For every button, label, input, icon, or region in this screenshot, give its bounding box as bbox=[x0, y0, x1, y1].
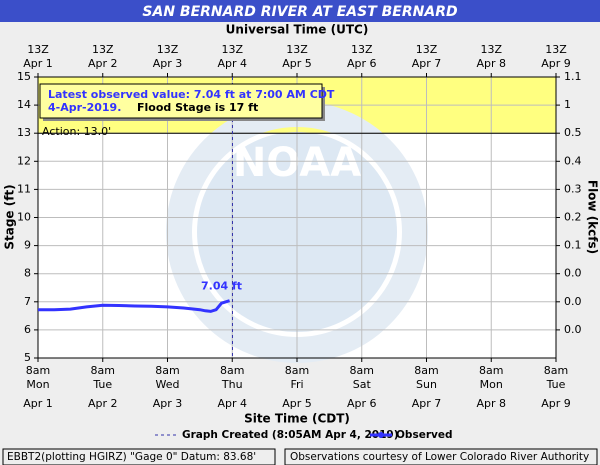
x-tick-weekday: Mon bbox=[480, 378, 503, 391]
x-tick-weekday: Thu bbox=[221, 378, 243, 391]
y2-axis-label: Flow (kcfs) bbox=[586, 180, 600, 254]
top-tick-date: Apr 3 bbox=[153, 57, 183, 70]
info-line2a: 4-Apr-2019. bbox=[48, 101, 121, 114]
x-tick-label: 8am bbox=[26, 364, 50, 377]
legend-created: Graph Created (8:05AM Apr 4, 2019) bbox=[182, 429, 399, 441]
x-tick-weekday: Fri bbox=[290, 378, 303, 391]
y-tick-label: 15 bbox=[17, 70, 31, 83]
top-tick-date: Apr 1 bbox=[23, 57, 53, 70]
top-tick-label: 13Z bbox=[416, 43, 438, 56]
top-tick-label: 13Z bbox=[545, 43, 567, 56]
title-bar bbox=[0, 0, 600, 22]
x-tick-date: Apr 2 bbox=[88, 397, 118, 410]
y2-tick-label: 0.1 bbox=[564, 239, 582, 252]
legend-label: Observed bbox=[396, 429, 452, 441]
info-line1: Latest observed value: 7.04 ft at 7:00 A… bbox=[48, 88, 335, 101]
x-tick-date: Apr 3 bbox=[153, 397, 183, 410]
y2-tick-label: 0.0 bbox=[564, 295, 582, 308]
top-tick-date: Apr 5 bbox=[282, 57, 312, 70]
x-tick-date: Apr 7 bbox=[412, 397, 442, 410]
y2-tick-label: 0.5 bbox=[564, 126, 582, 139]
x-tick-weekday: Sat bbox=[353, 378, 372, 391]
series-line bbox=[38, 299, 231, 313]
x-tick-label: 8am bbox=[544, 364, 568, 377]
x-tick-date: Apr 8 bbox=[476, 397, 506, 410]
y-tick-label: 13 bbox=[17, 126, 31, 139]
y-tick-label: 5 bbox=[24, 351, 31, 364]
footer-right: Observations courtesy of Lower Colorado … bbox=[290, 451, 589, 463]
x-tick-label: 8am bbox=[91, 364, 115, 377]
y-tick-label: 6 bbox=[24, 323, 31, 336]
chart-title: SAN BERNARD RIVER AT EAST BERNARD bbox=[142, 4, 457, 20]
x-tick-weekday: Wed bbox=[156, 378, 180, 391]
last-value-label: 7.04 ft bbox=[201, 280, 242, 293]
legend-swatch-dot bbox=[378, 432, 384, 438]
top-tick-date: Apr 7 bbox=[412, 57, 442, 70]
top-tick-label: 13Z bbox=[92, 43, 114, 56]
top-tick-date: Apr 6 bbox=[347, 57, 377, 70]
y-axis-label: Stage (ft) bbox=[3, 184, 17, 249]
x-tick-label: 8am bbox=[479, 364, 503, 377]
x-tick-label: 8am bbox=[414, 364, 438, 377]
x-tick-weekday: Sun bbox=[416, 378, 437, 391]
y-tick-label: 12 bbox=[17, 154, 31, 167]
y-tick-label: 9 bbox=[24, 239, 31, 252]
x-tick-weekday: Mon bbox=[26, 378, 49, 391]
y2-tick-label: 1.1 bbox=[564, 70, 582, 83]
top-tick-date: Apr 4 bbox=[217, 57, 247, 70]
x-tick-label: 8am bbox=[155, 364, 179, 377]
top-axis-label: Universal Time (UTC) bbox=[226, 23, 369, 37]
info-box bbox=[39, 83, 323, 119]
x-tick-label: 8am bbox=[220, 364, 244, 377]
top-tick-label: 13Z bbox=[480, 43, 502, 56]
y2-tick-label: 0.4 bbox=[564, 154, 582, 167]
top-tick-date: Apr 9 bbox=[541, 57, 571, 70]
x-tick-date: Apr 9 bbox=[541, 397, 571, 410]
x-tick-label: 8am bbox=[350, 364, 374, 377]
info-line2b: Flood Stage is 17 ft bbox=[137, 101, 258, 114]
y-tick-label: 11 bbox=[17, 182, 31, 195]
top-tick-date: Apr 2 bbox=[88, 57, 118, 70]
x-axis-label: Site Time (CDT) bbox=[244, 412, 350, 426]
y2-tick-label: 0.2 bbox=[564, 211, 582, 224]
y-tick-label: 10 bbox=[17, 211, 31, 224]
y2-tick-label: 0.3 bbox=[564, 182, 582, 195]
top-tick-label: 13Z bbox=[286, 43, 308, 56]
footer-right-box bbox=[284, 448, 598, 465]
x-tick-date: Apr 5 bbox=[282, 397, 312, 410]
y-tick-label: 7 bbox=[24, 295, 31, 308]
top-tick-date: Apr 8 bbox=[476, 57, 506, 70]
top-tick-label: 13Z bbox=[27, 43, 49, 56]
y-tick-label: 8 bbox=[24, 267, 31, 280]
x-tick-date: Apr 1 bbox=[23, 397, 53, 410]
y-tick-label: 14 bbox=[17, 98, 31, 111]
y2-tick-label: 1 bbox=[564, 98, 571, 111]
x-tick-weekday: Tue bbox=[546, 378, 566, 391]
x-tick-weekday: Tue bbox=[92, 378, 112, 391]
x-tick-date: Apr 4 bbox=[217, 397, 247, 410]
footer-left-box bbox=[2, 448, 276, 465]
top-tick-label: 13Z bbox=[221, 43, 243, 56]
x-tick-date: Apr 6 bbox=[347, 397, 377, 410]
x-tick-label: 8am bbox=[285, 364, 309, 377]
top-tick-label: 13Z bbox=[351, 43, 373, 56]
y2-tick-label: 0.0 bbox=[564, 267, 582, 280]
top-tick-label: 13Z bbox=[157, 43, 179, 56]
y2-tick-label: 0.0 bbox=[564, 323, 582, 336]
action-label: Action: 13.0' bbox=[42, 125, 111, 138]
footer-left: EBBT2(plotting HGIRZ) "Gage 0" Datum: 83… bbox=[7, 451, 256, 463]
